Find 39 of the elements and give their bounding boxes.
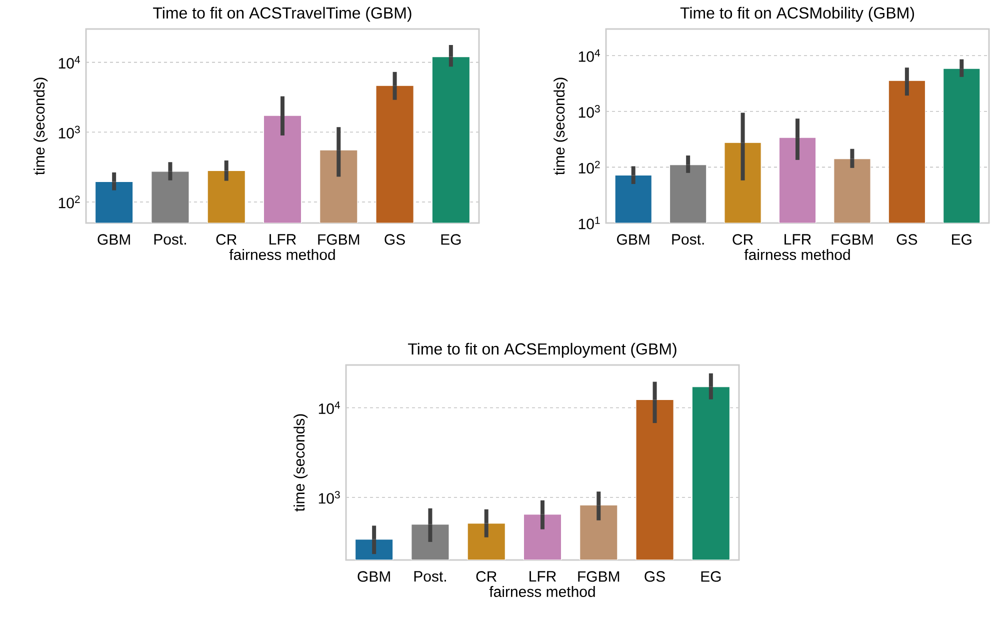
x-tick-label: Post. bbox=[672, 234, 704, 245]
x-tick-label: Post. bbox=[154, 234, 186, 245]
x-tick-label: CR bbox=[476, 571, 496, 582]
x-tick-label: LFR bbox=[270, 234, 296, 245]
chart-title: Time to fit on ACSEmployment (GBM) bbox=[408, 342, 676, 358]
x-tick-label: GBM bbox=[617, 234, 650, 245]
x-tick-label: GS bbox=[644, 571, 665, 582]
y-tick-label: 10$^{2}$ bbox=[578, 160, 600, 174]
y-tick-label: 10$^{1}$ bbox=[578, 216, 600, 230]
x-axis-title: fairness method bbox=[489, 586, 595, 598]
x-tick-label: GBM bbox=[358, 571, 390, 582]
y-axis-title: time (seconds) bbox=[294, 414, 308, 512]
y-tick-label: 10$^{4}$ bbox=[58, 56, 80, 69]
y-tick-label: 10$^{3}$ bbox=[58, 126, 80, 138]
x-tick-label: LFR bbox=[530, 571, 556, 582]
x-tick-label: EG bbox=[952, 234, 972, 245]
x-tick-label: EG bbox=[701, 571, 721, 582]
y-tick-label: 10$^{2}$ bbox=[58, 196, 80, 208]
x-axis-title: fairness method bbox=[229, 249, 335, 260]
x-tick-label: EG bbox=[441, 234, 461, 245]
x-tick-label: FGBM bbox=[318, 234, 360, 245]
y-tick-label: 10$^{3}$ bbox=[578, 105, 600, 118]
y-tick-label: 10$^{3}$ bbox=[318, 491, 340, 504]
x-tick-label: GBM bbox=[98, 234, 130, 245]
chart-title: Time to fit on ACSMobility (GBM) bbox=[680, 6, 914, 22]
chart-title: Time to fit on ACSTravelTime (GBM) bbox=[153, 6, 412, 22]
y-axis-title: time (seconds) bbox=[34, 78, 48, 175]
y-tick-label: 10$^{4}$ bbox=[318, 401, 340, 414]
x-tick-label: CR bbox=[732, 234, 753, 245]
x-tick-label: LFR bbox=[784, 234, 811, 245]
x-tick-label: GS bbox=[896, 234, 918, 245]
y-axis-title: time (seconds) bbox=[554, 78, 568, 175]
x-tick-label: FGBM bbox=[578, 571, 620, 582]
y-tick-label: 10$^{4}$ bbox=[578, 49, 600, 62]
x-axis-title: fairness method bbox=[744, 249, 850, 260]
x-tick-label: GS bbox=[384, 234, 405, 245]
x-tick-label: FGBM bbox=[832, 234, 873, 245]
x-tick-label: Post. bbox=[414, 571, 446, 582]
x-tick-label: CR bbox=[216, 234, 236, 245]
